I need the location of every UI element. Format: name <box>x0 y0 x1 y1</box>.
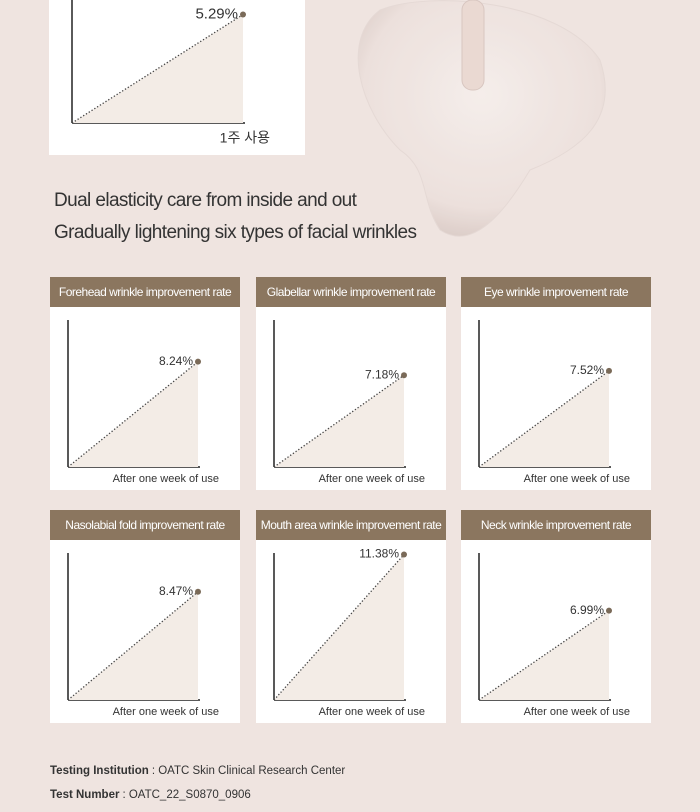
x-label: After one week of use <box>524 473 630 485</box>
x-label: After one week of use <box>319 706 425 718</box>
card-header <box>256 277 446 307</box>
footer-line: Test Number: OATC_22_S0870_0906 <box>50 789 251 801</box>
x-label: After one week of use <box>113 473 219 485</box>
trend-line <box>478 370 610 468</box>
footer-line: Testing Institution: OATC Skin Clinical … <box>50 765 345 777</box>
value-label: 11.38% <box>359 547 399 561</box>
area <box>479 610 609 700</box>
trend-line <box>67 361 199 468</box>
x-label: After one week of use <box>113 706 219 718</box>
card-title: Nasolabial fold improvement rate <box>65 518 225 532</box>
area <box>68 591 198 700</box>
card-header <box>461 277 651 307</box>
value-label: 7.18% <box>365 367 399 381</box>
card-header <box>50 277 240 307</box>
value-label: 6.99% <box>570 603 604 617</box>
footer-label: Testing Institution <box>50 765 149 777</box>
x-label: 1주 사용 <box>220 130 270 146</box>
card-title: Eye wrinkle improvement rate <box>484 285 629 299</box>
point <box>195 358 201 365</box>
area <box>479 370 609 467</box>
trend-line <box>273 554 405 701</box>
value-label: 5.29% <box>195 6 238 23</box>
point <box>401 372 407 379</box>
heading-line: Dual elasticity care from inside and out <box>54 190 358 211</box>
trend-line <box>273 374 405 468</box>
heading-line: Gradually lightening six types of facial… <box>54 222 416 243</box>
footer-value: : OATC_22_S0870_0906 <box>122 789 250 801</box>
card-title: Forehead wrinkle improvement rate <box>59 285 232 299</box>
value-label: 7.52% <box>570 363 604 377</box>
point <box>606 367 612 374</box>
point <box>606 607 612 614</box>
x-label: After one week of use <box>524 706 630 718</box>
trend-line <box>71 14 244 124</box>
value-label: 8.24% <box>159 354 193 368</box>
value-label: 8.47% <box>159 584 193 598</box>
point <box>195 588 201 595</box>
card-header <box>50 510 240 540</box>
card-title: Glabellar wrinkle improvement rate <box>267 285 436 299</box>
footer-label: Test Number <box>50 789 120 801</box>
card-title: Mouth area wrinkle improvement rate <box>261 518 442 532</box>
x-label: After one week of use <box>319 473 425 485</box>
card-title: Neck wrinkle improvement rate <box>481 518 632 532</box>
point <box>401 551 407 558</box>
footer-value: : OATC Skin Clinical Research Center <box>152 765 346 777</box>
card-header <box>256 510 446 540</box>
card-header <box>461 510 651 540</box>
point <box>240 11 246 18</box>
droplet-decoration <box>357 0 606 237</box>
